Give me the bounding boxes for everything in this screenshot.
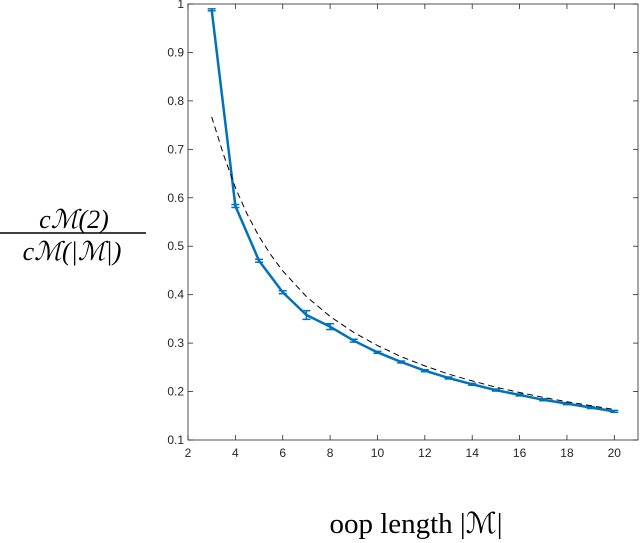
y-axis-label: cℳ(2) cℳ(|ℳ|) [0, 205, 146, 266]
y-tick-label: 0.3 [167, 336, 184, 350]
plot-background [188, 4, 638, 440]
x-tick-label: 10 [371, 446, 385, 460]
y-tick-label: 0.4 [167, 288, 184, 302]
error-bar [278, 290, 287, 295]
error-bar [444, 376, 453, 380]
error-bar [539, 398, 548, 402]
y-ticks: 0.1 0.2 0.3 0.4 0.5 0.6 0.7 0.8 0.9 1 [167, 0, 638, 447]
y-tick-label: 0.5 [167, 239, 184, 253]
series-layer [207, 8, 619, 414]
error-bar [231, 203, 240, 209]
x-axis-label: oop length |ℳ| [329, 508, 502, 540]
error-bar [255, 258, 264, 263]
x-tick-label: 2 [185, 446, 192, 460]
x-tick-label: 12 [418, 446, 432, 460]
x-tick-label: 4 [232, 446, 239, 460]
dashed-fit-line [211, 116, 615, 410]
y-label-numerator: cℳ(2) [39, 205, 109, 234]
y-tick-label: 0.6 [167, 191, 184, 205]
error-bar [610, 409, 619, 414]
error-bar [349, 338, 358, 343]
y-tick-label: 0.1 [167, 433, 184, 447]
x-tick-label: 6 [279, 446, 286, 460]
error-bar [515, 393, 524, 397]
x-tick-label: 14 [466, 446, 480, 460]
y-tick-label: 0.7 [167, 142, 184, 156]
x-ticks: 2 4 6 8 10 12 14 16 18 20 [185, 4, 622, 460]
error-bar [562, 401, 571, 406]
axes [187, 3, 639, 441]
error-bar [373, 350, 382, 355]
x-tick-label: 16 [513, 446, 527, 460]
x-tick-label: 18 [560, 446, 574, 460]
error-bar [420, 369, 429, 373]
error-bar [302, 309, 311, 321]
y-tick-label: 0.8 [167, 94, 184, 108]
plot-area [188, 4, 638, 440]
y-tick-label: 0.9 [167, 45, 184, 59]
error-bar [586, 405, 595, 410]
axes-box [187, 3, 639, 441]
y-tick-label: 1 [177, 0, 184, 11]
error-bar [491, 388, 500, 392]
y-tick-label: 0.2 [167, 385, 184, 399]
error-bar [207, 8, 216, 12]
error-bar [397, 360, 406, 364]
y-label-denominator: cℳ(|ℳ|) [23, 237, 122, 266]
error-bar [468, 382, 477, 387]
error-bar [326, 322, 335, 331]
x-tick-label: 20 [608, 446, 622, 460]
x-tick-label: 8 [327, 446, 334, 460]
